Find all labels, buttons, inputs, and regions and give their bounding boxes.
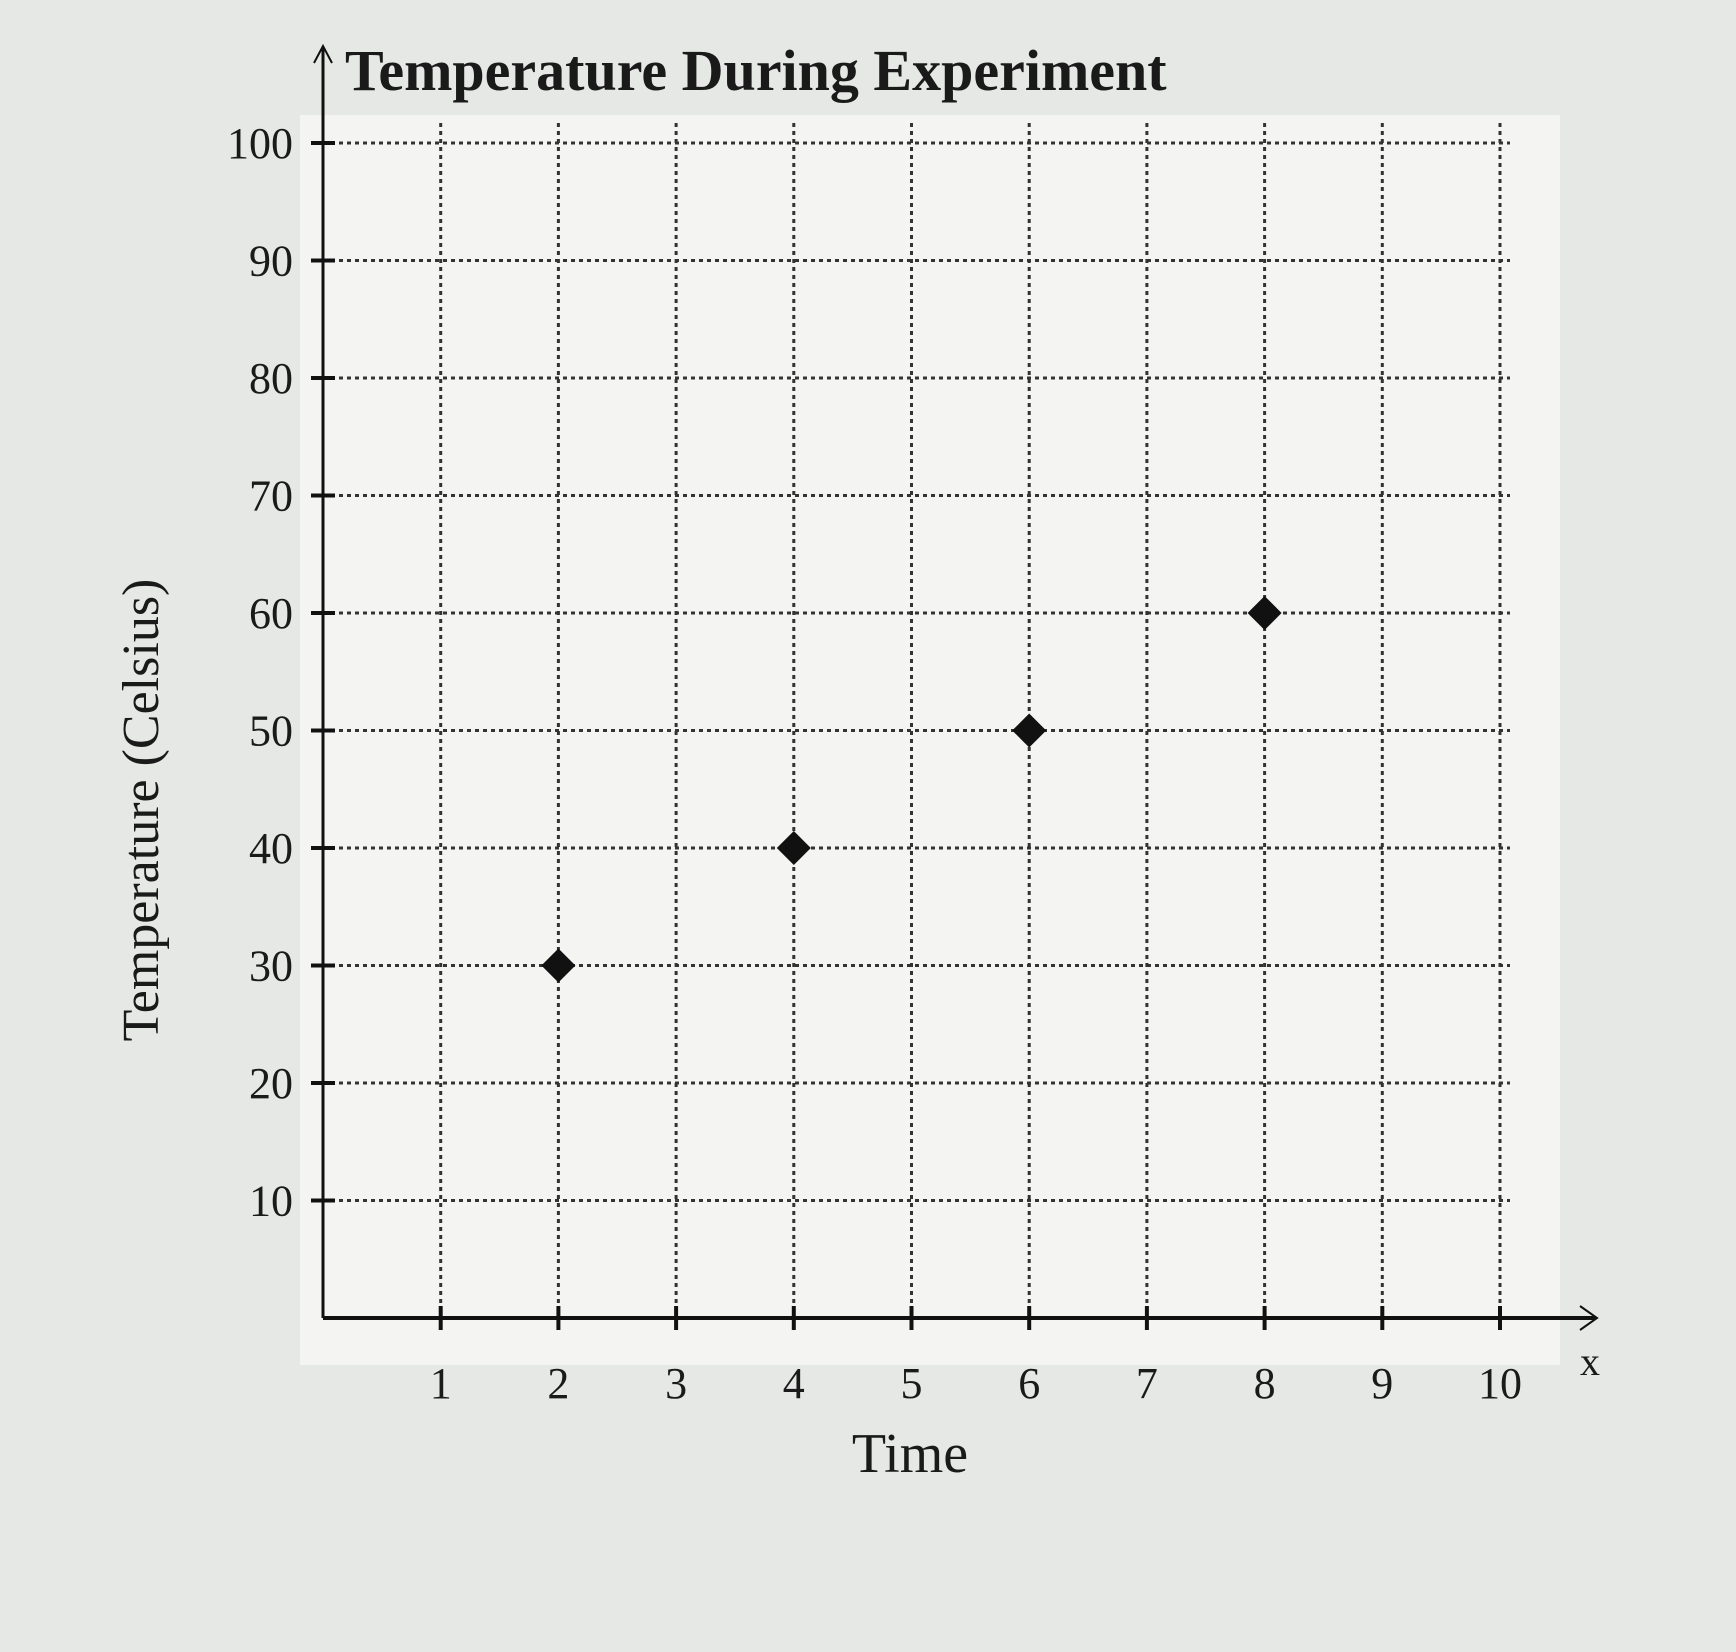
- y-tick-label: 40: [249, 824, 293, 873]
- y-tick-label: 80: [249, 354, 293, 403]
- x-tick-label: 3: [665, 1359, 687, 1408]
- data-point: [776, 831, 811, 865]
- y-tick-label: 100: [227, 119, 293, 168]
- y-axis-label: Temperature (Celsius): [113, 579, 170, 1042]
- data-points: [541, 596, 1282, 983]
- y-tick-label: 30: [249, 942, 293, 991]
- x-tick-label: 5: [901, 1359, 923, 1408]
- x-tick-label: 4: [783, 1359, 805, 1408]
- data-point: [541, 948, 576, 983]
- x-tick-label: 10: [1478, 1359, 1522, 1408]
- x-tick-label: 9: [1371, 1359, 1393, 1408]
- plot-paper: [300, 115, 1560, 1365]
- x-tick-label: 8: [1254, 1359, 1276, 1408]
- y-tick-label: 20: [249, 1059, 293, 1108]
- ticks: 1 2 3 4 5 6 7 8 9 10 10 20 30 40 50 60 70 80 90 100: [227, 119, 1522, 1408]
- x-tick-label: 7: [1136, 1359, 1158, 1408]
- data-point: [1247, 596, 1282, 630]
- y-tick-label: 50: [249, 707, 293, 756]
- x-tick-label: 1: [430, 1359, 452, 1408]
- y-tick-label: 90: [249, 237, 293, 286]
- x-axis-arrow-icon: [1579, 1305, 1599, 1331]
- y-tick-label: 60: [249, 589, 293, 638]
- y-axis-arrow-icon: [313, 43, 333, 64]
- x-tick-label: 2: [547, 1359, 569, 1408]
- grid: [323, 123, 1510, 1318]
- x-axis-label: Time: [852, 1423, 968, 1485]
- y-tick-label: 70: [249, 472, 293, 521]
- x-axis-letter: x: [1580, 1339, 1600, 1384]
- data-point: [1012, 713, 1047, 748]
- x-tick-label: 6: [1018, 1359, 1040, 1408]
- chart-title: Temperature During Experiment: [345, 38, 1167, 103]
- y-tick-label: 10: [249, 1177, 293, 1226]
